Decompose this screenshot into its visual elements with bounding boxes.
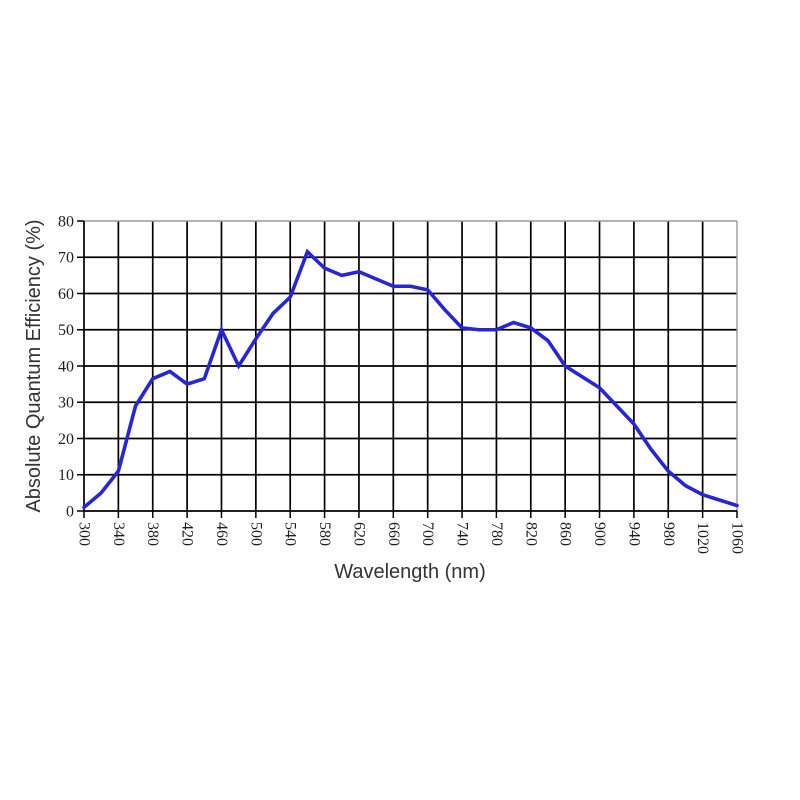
x-tick-label: 820: [522, 522, 539, 546]
y-tick-label: 40: [58, 358, 74, 375]
y-tick-label: 80: [58, 213, 74, 230]
x-tick-label: 780: [488, 522, 505, 546]
x-tick-label: 500: [247, 522, 264, 546]
x-tick-label: 660: [385, 522, 402, 546]
x-tick-label: 540: [282, 522, 299, 546]
y-tick-label: 30: [58, 395, 74, 412]
x-tick-label: 380: [144, 522, 161, 546]
x-tick-label: 700: [419, 522, 436, 546]
series-line-quantum-efficiency: [82, 248, 739, 510]
y-tick-label: 60: [58, 286, 74, 303]
x-tick-label: 340: [110, 522, 127, 546]
y-tick-label: 70: [58, 250, 74, 267]
x-tick-label: 860: [557, 522, 574, 546]
x-tick-label: 980: [660, 522, 677, 546]
y-tick-label: 20: [58, 431, 74, 448]
y-tick-label: 0: [66, 503, 74, 520]
x-tick-label: 420: [179, 522, 196, 546]
y-tick-label: 50: [58, 322, 74, 339]
x-tick-label: 740: [454, 522, 471, 546]
x-tick-label: 900: [591, 522, 608, 546]
x-axis-title: Wavelength (nm): [334, 561, 486, 583]
x-tick-label: 620: [350, 522, 367, 546]
y-axis-title: Absolute Quantum Efficiency (%): [23, 219, 45, 512]
x-tick-label: 580: [316, 522, 333, 546]
x-tick-label: 300: [76, 522, 93, 546]
x-tick-label: 460: [213, 522, 230, 546]
y-tick-label: 10: [58, 467, 74, 484]
x-tick-label: 940: [625, 522, 642, 546]
x-tick-label: 1020: [694, 522, 711, 554]
x-tick-label: 1060: [729, 522, 746, 554]
